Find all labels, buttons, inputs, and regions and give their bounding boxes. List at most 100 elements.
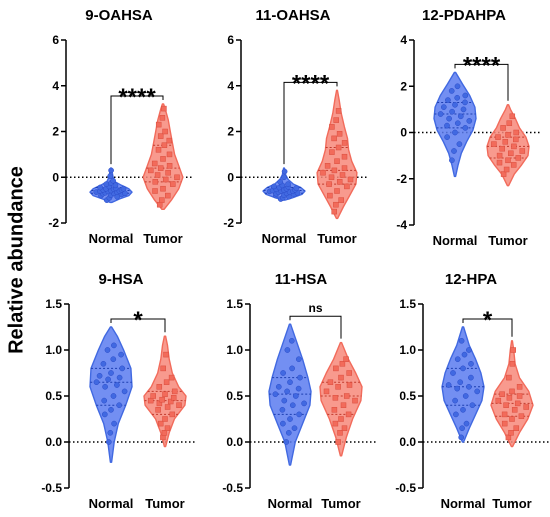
data-point-normal — [283, 439, 290, 445]
data-point-tumor — [174, 174, 180, 181]
data-point-normal — [457, 113, 464, 120]
data-point-tumor — [505, 132, 511, 138]
data-point-tumor — [160, 365, 166, 372]
data-point-tumor — [346, 370, 352, 376]
significance-bracket — [289, 315, 342, 339]
data-point-normal — [444, 122, 450, 129]
data-point-tumor — [508, 430, 514, 436]
data-point-normal — [297, 374, 303, 381]
y-tick-label: 0 — [227, 170, 234, 184]
data-point-tumor — [341, 153, 348, 160]
data-point-normal — [451, 148, 457, 154]
x-category-label: Tumor — [321, 496, 360, 511]
data-point-normal — [107, 173, 114, 179]
data-point-tumor — [511, 143, 517, 150]
data-point-tumor — [509, 113, 516, 120]
data-point-tumor — [151, 160, 158, 167]
data-point-normal — [446, 115, 452, 122]
y-tick-label: 0 — [52, 170, 59, 184]
data-point-normal — [116, 402, 123, 409]
data-point-tumor — [152, 179, 159, 185]
panel-title: 9-HSA — [98, 271, 143, 288]
data-point-tumor — [154, 172, 161, 178]
data-point-normal — [458, 434, 465, 441]
significance-label: * — [133, 307, 143, 334]
data-point-tumor — [510, 162, 517, 168]
x-category-label: Normal — [89, 231, 134, 246]
data-point-tumor — [339, 361, 346, 367]
data-point-normal — [454, 385, 461, 392]
data-point-tumor — [160, 185, 166, 192]
data-point-tumor — [162, 391, 168, 397]
x-category-label: Tumor — [145, 496, 184, 511]
data-point-normal — [110, 177, 116, 184]
data-point-tumor — [163, 351, 169, 358]
significance-label: **** — [463, 52, 501, 79]
data-point-normal — [454, 94, 461, 101]
y-tick-label: 1.0 — [226, 343, 243, 357]
significance-bracket — [110, 95, 164, 165]
data-point-normal — [105, 376, 111, 383]
data-point-normal — [280, 370, 286, 376]
data-point-tumor — [341, 425, 348, 431]
panel-title: 11-HSA — [275, 271, 328, 288]
data-point-normal — [463, 420, 470, 427]
y-tick-label: 4 — [227, 79, 234, 93]
y-tick-label: 2 — [227, 125, 234, 139]
data-point-tumor — [501, 420, 508, 427]
significance-label: **** — [292, 70, 330, 97]
data-point-tumor — [495, 134, 501, 140]
data-point-tumor — [516, 384, 523, 390]
data-point-tumor — [513, 136, 519, 143]
y-tick-label: -2 — [48, 216, 59, 230]
data-point-tumor — [509, 416, 515, 422]
data-point-tumor — [170, 181, 176, 187]
data-point-normal — [280, 420, 286, 427]
data-point-normal — [462, 92, 469, 99]
data-point-tumor — [343, 356, 349, 362]
data-point-normal — [284, 388, 290, 395]
data-point-tumor — [157, 420, 164, 427]
data-point-normal — [452, 397, 458, 404]
data-point-normal — [292, 393, 299, 399]
data-point-tumor — [501, 411, 508, 418]
panel-title: 9-OAHSA — [85, 7, 153, 24]
data-point-normal — [275, 383, 282, 390]
y-tick-label: 1.5 — [399, 297, 416, 311]
data-point-tumor — [159, 115, 166, 121]
data-point-normal — [444, 134, 450, 140]
data-point-normal — [440, 104, 447, 110]
data-point-tumor — [169, 411, 176, 418]
data-point-tumor — [500, 171, 507, 177]
data-point-tumor — [338, 197, 344, 203]
data-point-normal — [277, 178, 284, 185]
data-point-normal — [450, 370, 456, 376]
data-point-normal — [108, 370, 114, 376]
data-point-tumor — [337, 430, 343, 436]
data-point-tumor — [505, 157, 511, 164]
data-point-tumor — [513, 425, 520, 431]
data-point-tumor — [334, 188, 340, 194]
y-tick-label: 2 — [400, 79, 407, 93]
panel-title: 11-OAHSA — [255, 7, 330, 24]
data-point-normal — [281, 174, 287, 181]
data-point-tumor — [523, 404, 529, 410]
panel-title: 12-PDAHPA — [422, 7, 506, 24]
data-point-tumor — [329, 149, 335, 155]
data-point-normal — [97, 184, 104, 191]
data-point-tumor — [166, 137, 173, 144]
data-point-tumor — [162, 416, 168, 422]
violin-normal — [89, 326, 133, 463]
data-point-normal — [96, 372, 103, 379]
data-point-normal — [445, 382, 452, 388]
data-point-tumor — [344, 183, 350, 190]
data-point-normal — [466, 347, 472, 353]
y-tick-label: 4 — [52, 79, 59, 93]
data-point-normal — [287, 379, 293, 386]
data-point-normal — [101, 397, 108, 404]
data-point-tumor — [320, 169, 326, 176]
y-tick-label: 0.5 — [399, 389, 416, 403]
data-point-normal — [119, 365, 126, 372]
x-category-label: Normal — [433, 233, 478, 248]
y-tick-label: -2 — [396, 172, 407, 186]
